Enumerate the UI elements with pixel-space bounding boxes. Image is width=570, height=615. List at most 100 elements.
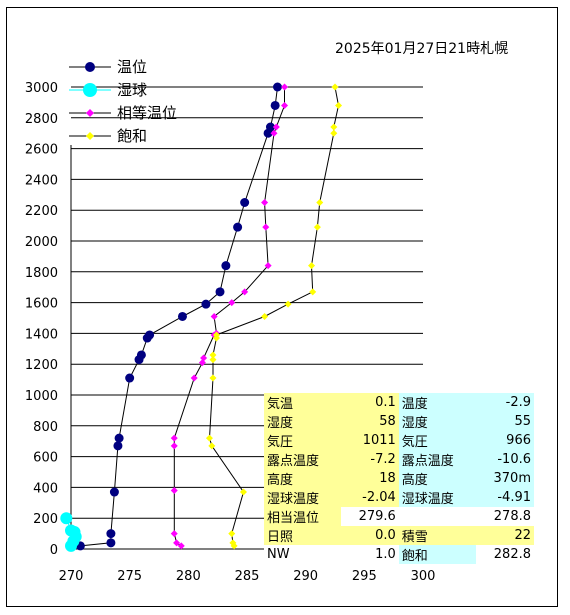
data-point bbox=[190, 374, 198, 382]
data-point bbox=[228, 530, 236, 538]
data-point bbox=[65, 524, 77, 537]
data-point bbox=[177, 311, 187, 321]
legend-item-equivalent: 相等温位 bbox=[67, 102, 207, 124]
data-point bbox=[170, 486, 178, 494]
info-value: 0.1 bbox=[341, 393, 399, 412]
y-tick-label: 0 bbox=[50, 543, 58, 558]
y-tick-label: 2000 bbox=[25, 235, 58, 250]
data-point bbox=[60, 512, 73, 525]
info-value: 1.0 bbox=[341, 545, 399, 564]
data-point bbox=[125, 373, 135, 383]
legend-item-temperature: 温位 bbox=[67, 56, 207, 78]
y-tick-label: 800 bbox=[33, 420, 58, 435]
data-point bbox=[170, 530, 178, 538]
data-point bbox=[265, 122, 275, 132]
info-label: 高度 bbox=[264, 469, 342, 488]
info-row: NW 1.0 飽和 282.8 bbox=[264, 545, 534, 564]
data-point bbox=[200, 354, 208, 362]
y-tick-label: 1600 bbox=[25, 297, 58, 312]
data-point bbox=[114, 433, 124, 443]
info-value: -4.91 bbox=[476, 488, 534, 507]
data-point bbox=[205, 434, 213, 442]
y-tick-label: 1000 bbox=[25, 389, 58, 404]
info-value: -10.6 bbox=[476, 450, 534, 469]
data-point bbox=[331, 83, 339, 91]
legend-swatch-temperature bbox=[69, 62, 111, 72]
legend-label-equivalent: 相等温位 bbox=[117, 104, 178, 122]
y-tick-label: 3000 bbox=[25, 81, 58, 96]
data-point bbox=[145, 330, 155, 340]
info-value: -2.9 bbox=[476, 393, 534, 412]
data-point bbox=[273, 82, 283, 92]
info-label: 湿球温度 bbox=[398, 488, 477, 507]
info-value: 282.8 bbox=[476, 545, 534, 564]
data-point bbox=[240, 198, 250, 207]
data-point bbox=[212, 331, 220, 339]
info-value: 58 bbox=[341, 412, 399, 431]
info-value: 55 bbox=[476, 412, 534, 431]
y-tick-label: 2800 bbox=[25, 112, 58, 127]
y-tick-label: 2400 bbox=[25, 173, 58, 188]
legend-swatch-saturation bbox=[69, 132, 111, 140]
potential-temperature-chart: 0 200 400 600 800 1000 1200 1400 1600 1800 2000 220… bbox=[25, 81, 436, 584]
x-tick-label: 270 bbox=[59, 569, 84, 584]
data-point bbox=[335, 101, 343, 109]
info-label: 気圧 bbox=[398, 431, 477, 450]
info-label: 露点温度 bbox=[398, 450, 477, 469]
data-point bbox=[208, 442, 216, 450]
info-row: 湿球温度 -2.04 湿球温度 -4.91 bbox=[264, 488, 534, 507]
info-label: 積雪 bbox=[398, 526, 477, 545]
info-label: 気温 bbox=[264, 393, 342, 412]
data-point bbox=[261, 312, 269, 320]
info-label: 湿度 bbox=[264, 412, 342, 431]
data-point bbox=[221, 261, 231, 271]
y-tick-label: 600 bbox=[33, 451, 58, 466]
data-point bbox=[270, 129, 278, 137]
data-point bbox=[241, 288, 249, 296]
info-row: 露点温度 -7.2 露点温度 -10.6 bbox=[264, 450, 534, 469]
info-row: 相当温位 279.6 278.8 bbox=[264, 507, 534, 526]
data-point bbox=[330, 129, 338, 137]
info-value: 966 bbox=[476, 431, 534, 450]
data-point bbox=[229, 539, 237, 547]
info-value: 1011 bbox=[341, 431, 399, 450]
data-point bbox=[330, 123, 338, 131]
info-label: 温度 bbox=[398, 393, 477, 412]
info-label: 露点温度 bbox=[264, 450, 342, 469]
info-label: 湿球温度 bbox=[264, 488, 342, 507]
info-row: 気温 0.1 温度 -2.9 bbox=[264, 393, 534, 412]
data-point bbox=[262, 223, 270, 231]
data-point bbox=[209, 356, 217, 364]
data-point bbox=[270, 100, 280, 110]
data-point bbox=[109, 487, 119, 497]
data-point bbox=[215, 287, 225, 297]
info-label bbox=[398, 507, 477, 526]
data-point bbox=[281, 101, 289, 109]
data-point bbox=[272, 123, 280, 131]
x-tick-label: 280 bbox=[176, 569, 201, 584]
x-tick-label: 295 bbox=[352, 569, 377, 584]
data-point bbox=[210, 312, 218, 320]
info-value: -2.04 bbox=[341, 488, 399, 507]
data-point bbox=[281, 83, 289, 91]
data-point bbox=[308, 262, 316, 270]
info-table: 気温 0.1 温度 -2.9 湿度 58 湿度 55 気圧 1011 気圧 96… bbox=[264, 393, 534, 564]
y-tick-label: 1400 bbox=[25, 327, 58, 342]
x-tick-label: 290 bbox=[293, 569, 318, 584]
legend-item-saturation: 飽和 bbox=[67, 125, 207, 147]
data-point bbox=[170, 442, 178, 450]
data-point bbox=[177, 542, 185, 550]
info-value: 18 bbox=[341, 469, 399, 488]
data-point bbox=[136, 350, 146, 360]
data-point bbox=[201, 299, 211, 309]
info-row: 日照 0.0 積雪 22 bbox=[264, 526, 534, 545]
legend-swatch-wet-bulb bbox=[69, 83, 111, 97]
y-tick-label: 1800 bbox=[25, 266, 58, 281]
data-point bbox=[106, 538, 116, 548]
legend-label-temperature: 温位 bbox=[117, 58, 148, 76]
legend-item-wet-bulb: 湿球 bbox=[67, 79, 207, 101]
info-value: 370m bbox=[476, 469, 534, 488]
data-point bbox=[113, 441, 123, 451]
info-row: 高度 18 高度 370m bbox=[264, 469, 534, 488]
info-value: 278.8 bbox=[476, 507, 534, 526]
